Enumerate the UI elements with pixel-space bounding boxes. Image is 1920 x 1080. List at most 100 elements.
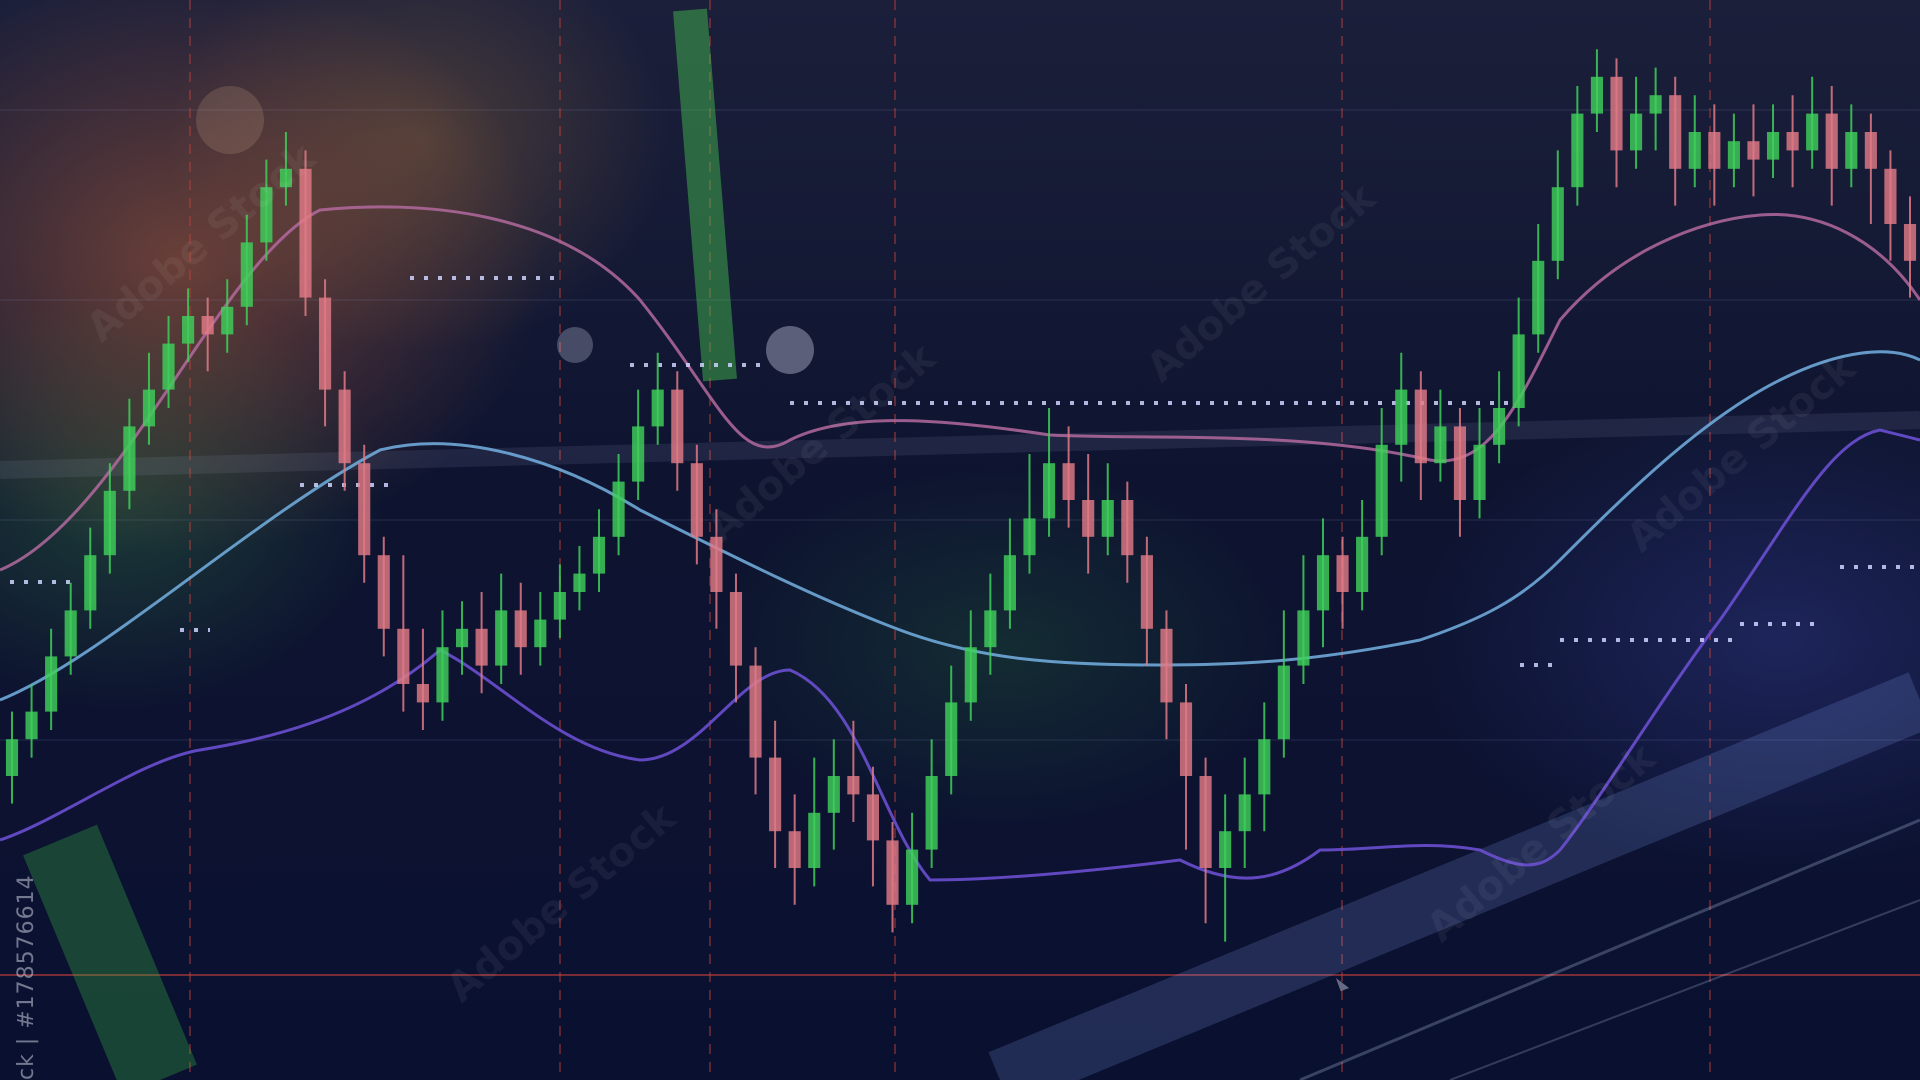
bullish-candle xyxy=(495,610,508,666)
bearish-candle xyxy=(416,684,429,703)
bullish-candle xyxy=(1590,76,1603,114)
bullish-candle xyxy=(84,555,97,611)
bokeh-light xyxy=(766,326,814,374)
bullish-candle xyxy=(162,343,175,390)
bullish-candle xyxy=(142,389,156,427)
bearish-candle xyxy=(1864,132,1877,169)
bullish-candle xyxy=(1316,555,1330,611)
bearish-candle xyxy=(1062,463,1075,500)
bearish-candle xyxy=(671,389,684,464)
bearish-candle xyxy=(1199,776,1212,868)
bullish-candle xyxy=(827,776,840,813)
bullish-candle xyxy=(103,490,116,556)
bearish-candle xyxy=(1082,500,1095,537)
bearish-candle xyxy=(299,168,312,298)
bearish-candle xyxy=(1121,500,1134,556)
light-streak xyxy=(0,411,1920,479)
bearish-candle xyxy=(1336,555,1349,592)
bearish-candle xyxy=(1669,95,1682,169)
light-streak xyxy=(1449,899,1920,1080)
bullish-candle xyxy=(1629,113,1643,151)
bullish-candle xyxy=(945,702,958,776)
bullish-candle xyxy=(1532,260,1545,335)
bearish-candle xyxy=(1179,702,1193,776)
dotted-support-levels xyxy=(10,276,1920,667)
bullish-candle xyxy=(182,316,195,344)
bearish-candle xyxy=(1160,628,1173,703)
bullish-candle xyxy=(1571,113,1584,188)
bullish-candle xyxy=(1238,794,1251,832)
candles xyxy=(5,49,1917,942)
bearish-candle xyxy=(514,610,527,648)
bearish-candle xyxy=(866,794,880,841)
bullish-candle xyxy=(1649,95,1662,114)
bearish-candle xyxy=(729,592,743,666)
bearish-candle xyxy=(475,628,488,666)
bullish-candle xyxy=(1101,500,1114,537)
bullish-candle xyxy=(25,711,38,740)
bokeh-light xyxy=(557,327,593,363)
bullish-candle xyxy=(1766,132,1780,160)
bearish-candle xyxy=(1825,113,1838,169)
bearish-candle xyxy=(886,840,899,905)
bearish-candle xyxy=(1610,76,1623,151)
bearish-candle xyxy=(338,389,351,464)
bullish-candle xyxy=(1512,334,1525,408)
bullish-candle xyxy=(455,628,469,648)
lower-bollinger-band xyxy=(0,428,1920,882)
bullish-candle xyxy=(1806,113,1819,151)
bullish-candle xyxy=(1023,518,1036,556)
bullish-candle xyxy=(1845,132,1858,169)
bullish-candle xyxy=(279,168,293,188)
background-glow-streaks xyxy=(0,8,1920,1080)
bullish-candle xyxy=(573,573,586,592)
bullish-candle xyxy=(64,610,77,657)
bullish-candle xyxy=(1727,141,1740,169)
green-glow-bar xyxy=(673,8,737,382)
bullish-candle xyxy=(1434,426,1447,464)
bullish-candle xyxy=(1551,187,1564,261)
bearish-candle xyxy=(769,757,782,832)
bullish-candle xyxy=(45,656,58,712)
bearish-candle xyxy=(1708,132,1721,169)
bearish-candle xyxy=(1414,389,1427,464)
indicator-lines xyxy=(0,205,1920,882)
bullish-candle xyxy=(1003,555,1016,611)
bullish-candle xyxy=(808,812,821,868)
bullish-candle xyxy=(906,849,919,905)
bullish-candle xyxy=(592,536,606,574)
bearish-candle xyxy=(749,665,762,758)
bearish-candle xyxy=(358,463,371,556)
bullish-candle xyxy=(1277,665,1290,740)
bearish-candle xyxy=(1903,224,1917,261)
bokeh-light xyxy=(196,86,264,154)
bearish-candle xyxy=(1140,555,1153,629)
upper-bollinger-band xyxy=(0,205,1920,572)
bullish-candle xyxy=(260,187,273,243)
bullish-candle xyxy=(240,242,253,307)
bullish-candle xyxy=(651,389,664,427)
bullish-candle xyxy=(1356,536,1369,592)
bullish-candle xyxy=(553,592,566,620)
bearish-candle xyxy=(710,536,723,592)
bullish-candle xyxy=(964,647,977,703)
bullish-candle xyxy=(221,306,234,335)
bullish-candle xyxy=(632,426,645,482)
bullish-candle xyxy=(1258,739,1271,795)
light-streak xyxy=(1299,818,1920,1080)
bearish-candle xyxy=(377,555,390,629)
bullish-candle xyxy=(534,619,547,648)
bearish-candle xyxy=(319,297,332,390)
green-glow-bar xyxy=(23,824,197,1080)
bullish-candle xyxy=(1297,610,1310,666)
stock-id-text: ck | #178576614 xyxy=(14,874,39,1080)
bearish-candle xyxy=(847,776,860,795)
bullish-candle xyxy=(1219,831,1232,868)
bullish-candle xyxy=(5,739,19,776)
bullish-candle xyxy=(1493,408,1506,445)
bullish-candle xyxy=(984,610,997,648)
bullish-candle xyxy=(925,776,938,850)
